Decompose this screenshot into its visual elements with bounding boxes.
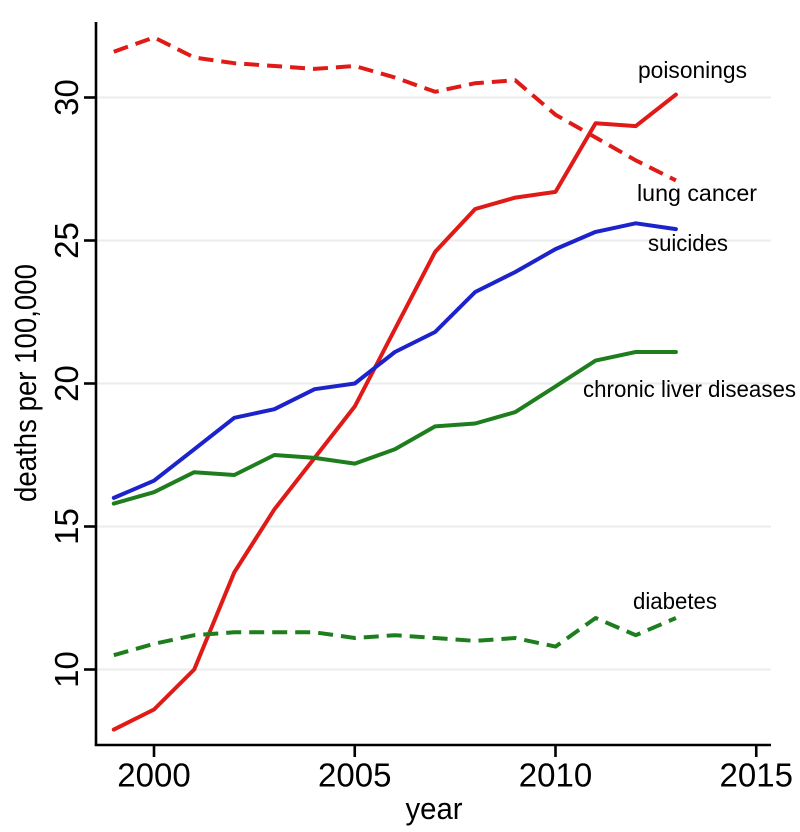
series-label-diabetes: diabetes bbox=[633, 588, 717, 614]
y-tick-label-10: 10 bbox=[48, 651, 85, 688]
series-line-chronic-liver-diseases bbox=[111, 350, 678, 506]
x-tick-label-2000: 2000 bbox=[117, 757, 190, 794]
y-axis-title: deaths per 100,000 bbox=[8, 264, 43, 502]
series-label-lung-cancer: lung cancer bbox=[637, 180, 757, 206]
x-tick-label-2010: 2010 bbox=[519, 757, 592, 794]
series-line-poisonings bbox=[111, 92, 678, 732]
series-labels-group: poisonings lung cancer suicides chronic liv… bbox=[583, 57, 796, 614]
series-line-diabetes bbox=[113, 616, 677, 658]
y-tick-label-20: 20 bbox=[48, 365, 85, 402]
series-line-lung-cancer bbox=[113, 35, 677, 183]
series-label-poisonings: poisonings bbox=[638, 57, 747, 83]
series-lines-group bbox=[111, 35, 678, 732]
y-tick-label-15: 15 bbox=[48, 508, 85, 545]
series-label-chronic-liver-diseases: chronic liver diseases bbox=[583, 376, 796, 402]
gridlines-group bbox=[96, 96, 771, 671]
series-label-suicides: suicides bbox=[648, 230, 728, 256]
x-axis-title: year bbox=[406, 791, 463, 826]
x-tick-label-2015: 2015 bbox=[720, 757, 793, 794]
axes-group bbox=[84, 22, 771, 757]
x-tick-label-2005: 2005 bbox=[318, 757, 391, 794]
tick-labels-group: 2000 2005 2010 2015 10 15 20 25 30 bbox=[48, 79, 793, 793]
series-line-suicides bbox=[111, 221, 678, 500]
y-tick-label-25: 25 bbox=[48, 222, 85, 259]
y-tick-label-30: 30 bbox=[48, 79, 85, 116]
